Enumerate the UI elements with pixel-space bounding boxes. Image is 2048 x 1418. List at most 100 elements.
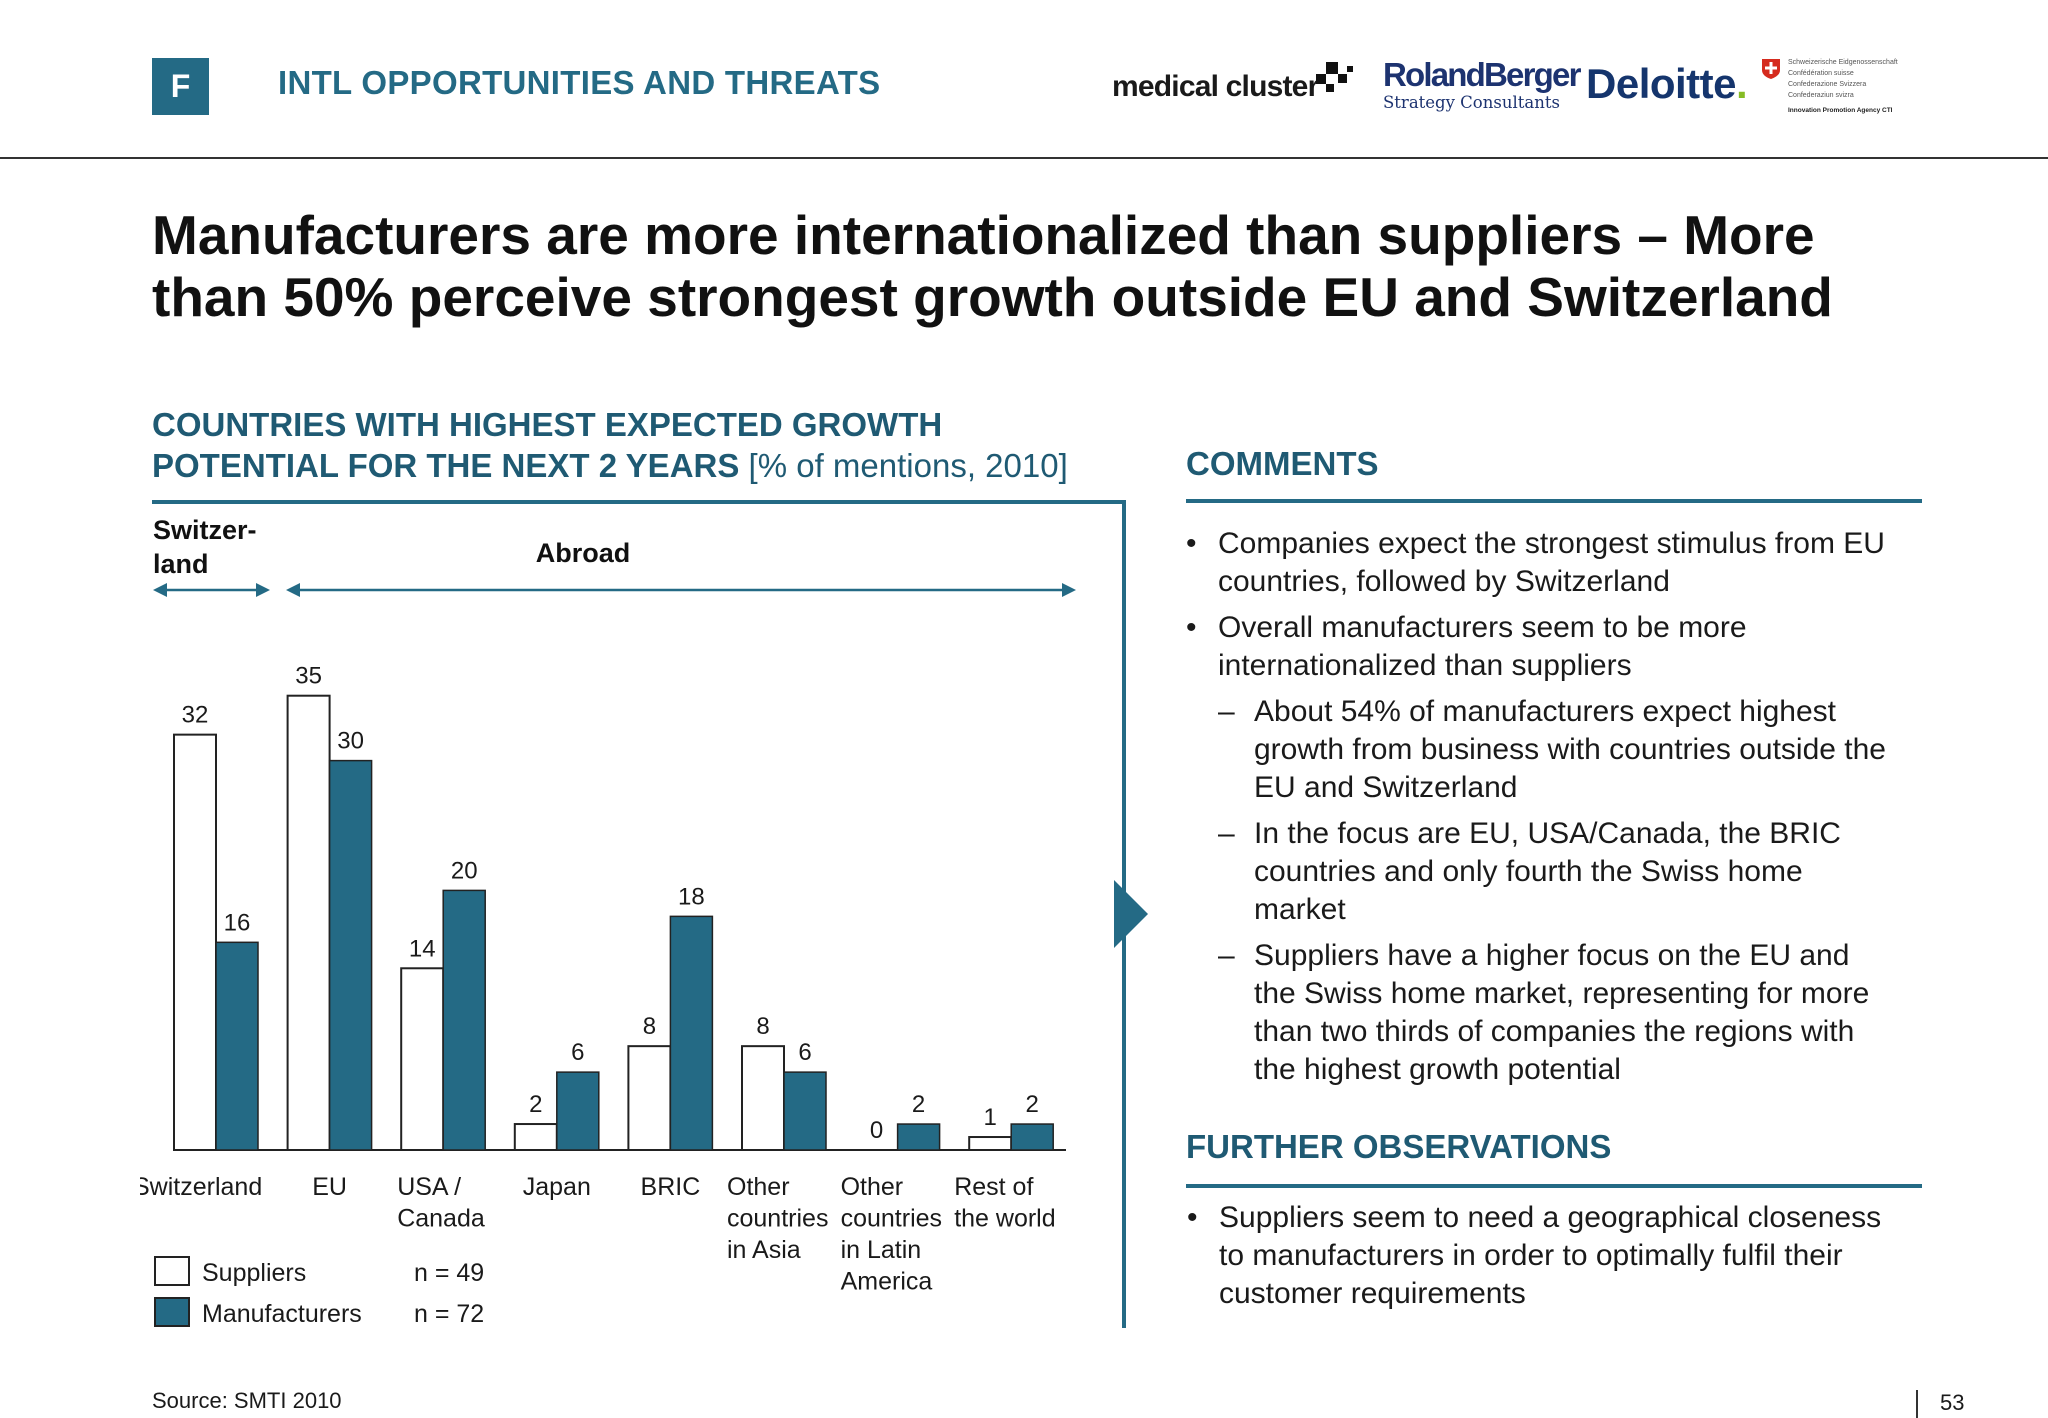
chevron-right-icon <box>1114 880 1148 948</box>
bar-suppliers <box>741 1045 785 1151</box>
swiss-line: Confédération suisse <box>1788 70 1854 77</box>
category-label: Other <box>727 1173 790 1201</box>
data-label-manufacturers: 18 <box>678 883 705 910</box>
headline-line: than 50% perceive strongest growth outsi… <box>152 266 1833 328</box>
category-label: Switzerland <box>140 1173 262 1201</box>
data-label-suppliers: 1 <box>984 1104 997 1131</box>
legend-sample-size: n = 49 <box>414 1259 484 1287</box>
group-label-switzerland: land <box>153 549 209 579</box>
comment-line: growth from business with countries outs… <box>1254 733 1886 766</box>
comment-line: internationalized than suppliers <box>1218 649 1632 682</box>
comment-line: Overall manufacturers seem to be more <box>1218 611 1747 644</box>
legend-label: Suppliers <box>202 1259 306 1287</box>
observation-line: Suppliers seem to need a geographical cl… <box>1219 1201 1882 1234</box>
bar-manufacturers <box>215 941 259 1151</box>
comments-divider <box>1186 499 1922 503</box>
swiss-agency-text: Innovation Promotion Agency CTI <box>1788 107 1893 114</box>
category-label: BRIC <box>641 1173 701 1201</box>
legend-swatch <box>154 1297 190 1327</box>
comment-line: EU and Switzerland <box>1254 771 1518 804</box>
roland-berger-subtitle: Strategy Consultants <box>1383 93 1560 112</box>
bar-manufacturers <box>669 915 714 1151</box>
category-label: USA / <box>397 1173 461 1201</box>
comment-line: market <box>1254 893 1346 926</box>
dash-mark: – <box>1218 817 1235 850</box>
source-note: Source: SMTI 2010 <box>152 1388 342 1413</box>
comment-line: Suppliers have a higher focus on the EU … <box>1254 939 1850 972</box>
chart-frame-top <box>152 500 1126 504</box>
bar-manufacturers <box>896 1123 941 1151</box>
bar-suppliers <box>173 733 217 1151</box>
swiss-line: Schweizerische Eidgenossenschaft <box>1788 59 1898 66</box>
data-label-manufacturers: 2 <box>912 1091 925 1118</box>
comment-line: countries, followed by Switzerland <box>1218 565 1670 598</box>
category-label: Rest of <box>954 1173 1033 1201</box>
bar-suppliers <box>627 1045 672 1151</box>
bar-manufacturers <box>1010 1123 1054 1151</box>
comment-subbullet: – About 54% of manufacturers expect high… <box>1218 693 1886 807</box>
bar-suppliers <box>286 694 331 1151</box>
swiss-line: Confederazione Svizzera <box>1788 81 1867 88</box>
data-label-suppliers: 32 <box>182 702 209 729</box>
category-label: Other <box>841 1173 904 1201</box>
abroad-range-arrow-head-left <box>286 583 300 597</box>
medical-cluster-mark-icon <box>1316 62 1353 92</box>
data-label-suppliers: 8 <box>643 1013 656 1040</box>
group-label-abroad: Abroad <box>536 538 631 568</box>
bullet-mark: • <box>1187 1201 1198 1234</box>
category-label: in Asia <box>727 1236 801 1264</box>
medical-cluster-logo: medical cluster <box>1112 70 1319 103</box>
comment-line: About 54% of manufacturers expect highes… <box>1254 695 1837 728</box>
category-label: Japan <box>523 1173 591 1201</box>
observation-line: customer requirements <box>1219 1277 1526 1310</box>
data-label-suppliers: 14 <box>409 935 436 962</box>
comment-line: Companies expect the strongest stimulus … <box>1218 527 1885 560</box>
data-label-manufacturers: 2 <box>1026 1091 1039 1118</box>
dash-mark: – <box>1218 939 1235 972</box>
category-label: countries <box>841 1205 942 1233</box>
data-label-manufacturers: 16 <box>224 909 251 936</box>
header-divider <box>0 157 2048 159</box>
bar-suppliers <box>968 1136 1013 1152</box>
comment-bullet: • Companies expect the strongest stimulu… <box>1186 525 1885 601</box>
swiss-cross-icon <box>1762 59 1780 79</box>
bar-suppliers <box>400 967 445 1151</box>
legend-swatch <box>154 1256 190 1286</box>
comment-line: the Swiss home market, representing for … <box>1254 977 1870 1010</box>
category-label: EU <box>312 1173 347 1201</box>
deloitte-logo: Deloitte. <box>1586 60 1748 108</box>
bar-manufacturers <box>556 1071 600 1151</box>
swiss-confederation-logo: Schweizerische Eidgenossenschaft Confédé… <box>1761 56 1933 120</box>
observation-bullet: • Suppliers seem to need a geographical … <box>1187 1199 1882 1313</box>
chart-title: COUNTRIES WITH HIGHEST EXPECTED GROWTH P… <box>152 404 1132 486</box>
legend-sample-size: n = 72 <box>414 1300 484 1328</box>
section-title: INTL OPPORTUNITIES AND THREATS <box>278 64 881 101</box>
comment-bullet: • Overall manufacturers seem to be more … <box>1186 609 1747 685</box>
roland-berger-name: RolandBerger <box>1383 56 1581 93</box>
switzerland-range-arrow-head-right <box>256 583 270 597</box>
data-label-manufacturers: 30 <box>337 728 364 755</box>
category-label: the world <box>954 1205 1055 1233</box>
page-headline: Manufacturers are more internationalized… <box>152 204 1952 328</box>
chart-title-line: POTENTIAL FOR THE NEXT 2 YEARS [% of men… <box>152 445 1132 486</box>
further-observations-heading: FURTHER OBSERVATIONS <box>1186 1128 1612 1165</box>
bar-suppliers <box>513 1123 558 1151</box>
chart-unit: [% of mentions, 2010] <box>748 447 1068 484</box>
chart-title-line: COUNTRIES WITH HIGHEST EXPECTED GROWTH <box>152 406 943 443</box>
category-label: America <box>841 1268 933 1296</box>
roland-berger-logo: RolandBerger Strategy Consultants <box>1383 56 1581 112</box>
swiss-confederation-text: Schweizerische Eidgenossenschaft Confédé… <box>1788 57 1898 101</box>
bar-manufacturers <box>442 889 486 1151</box>
page-number-separator <box>1916 1390 1918 1418</box>
bar-manufacturers <box>328 759 373 1151</box>
category-label: in Latin <box>841 1236 922 1264</box>
bar-manufacturers <box>783 1071 827 1151</box>
data-label-suppliers: 35 <box>295 663 322 690</box>
group-label-switzerland: Switzer- <box>153 515 257 545</box>
bullet-mark: • <box>1186 611 1197 644</box>
comment-subbullet: – Suppliers have a higher focus on the E… <box>1218 937 1870 1089</box>
bullet-mark: • <box>1186 527 1197 560</box>
section-badge: F <box>152 58 209 115</box>
comment-subbullet: – In the focus are EU, USA/Canada, the B… <box>1218 815 1841 929</box>
